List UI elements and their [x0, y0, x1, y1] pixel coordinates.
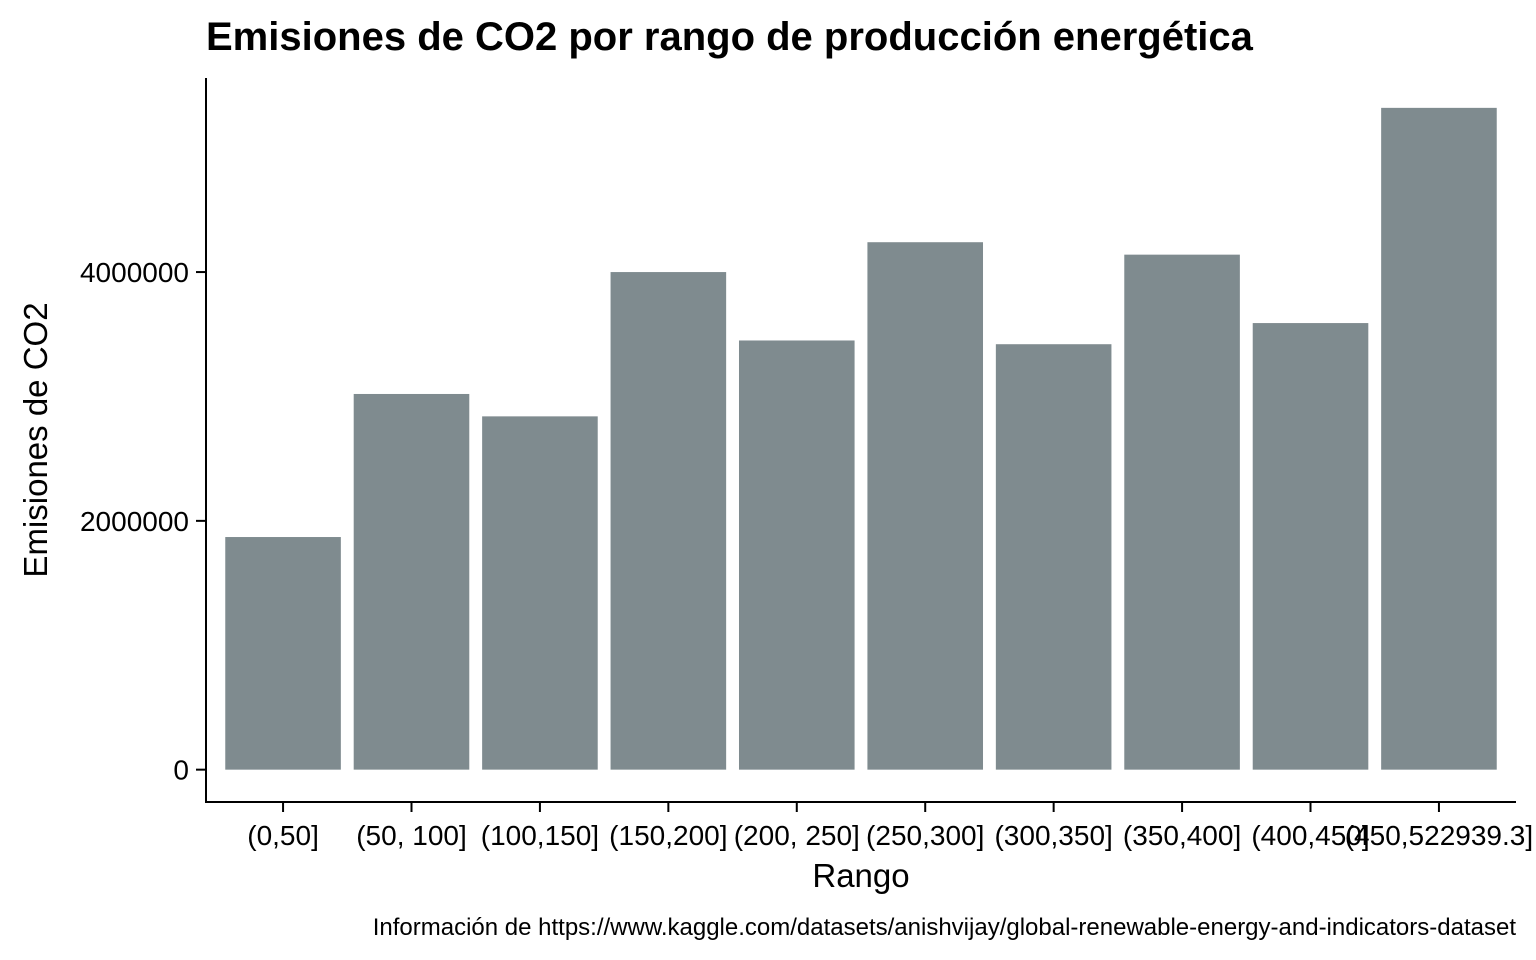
x-axis-title: Rango: [812, 857, 909, 894]
bar-2: [353, 393, 470, 770]
x-tick-label-9: (400,450]: [1251, 820, 1369, 851]
x-tick-label-4: (150,200]: [609, 820, 727, 851]
y-axis-ticks: 0 2000000 4000000: [80, 257, 206, 786]
x-axis-ticks: (0,50] (50, 100] (100,150] (150,200] (200, 2…: [247, 802, 1533, 851]
bar-3: [482, 416, 598, 770]
x-tick-label-8: (350,400]: [1123, 820, 1241, 851]
y-axis-title: Emisiones de CO2: [17, 302, 54, 577]
bar-10: [1381, 107, 1497, 770]
x-tick-label-2: (50, 100]: [356, 820, 467, 851]
bar-7: [995, 344, 1112, 770]
bar-8: [1124, 254, 1240, 770]
y-tick-label-2: 2000000: [80, 506, 189, 537]
bar-6: [867, 242, 984, 770]
x-tick-label-5: (200, 250]: [734, 820, 860, 851]
y-tick-label-3: 4000000: [80, 257, 189, 288]
chart-title: Emisiones de CO2 por rango de producción…: [206, 15, 1254, 59]
y-tick-label-1: 0: [173, 755, 189, 786]
bar-4: [610, 272, 727, 770]
bar-group: [225, 107, 1497, 770]
x-tick-label-1: (0,50]: [247, 820, 319, 851]
bar-5: [738, 340, 855, 770]
bar-9: [1252, 323, 1369, 770]
bar-1: [225, 537, 341, 770]
x-tick-label-7: (300,350]: [994, 820, 1112, 851]
chart-caption: Información de https://www.kaggle.com/da…: [373, 914, 1517, 941]
x-tick-label-10: (450,522939.3]: [1345, 820, 1533, 851]
x-tick-label-6: (250,300]: [866, 820, 984, 851]
x-tick-label-3: (100,150]: [481, 820, 599, 851]
